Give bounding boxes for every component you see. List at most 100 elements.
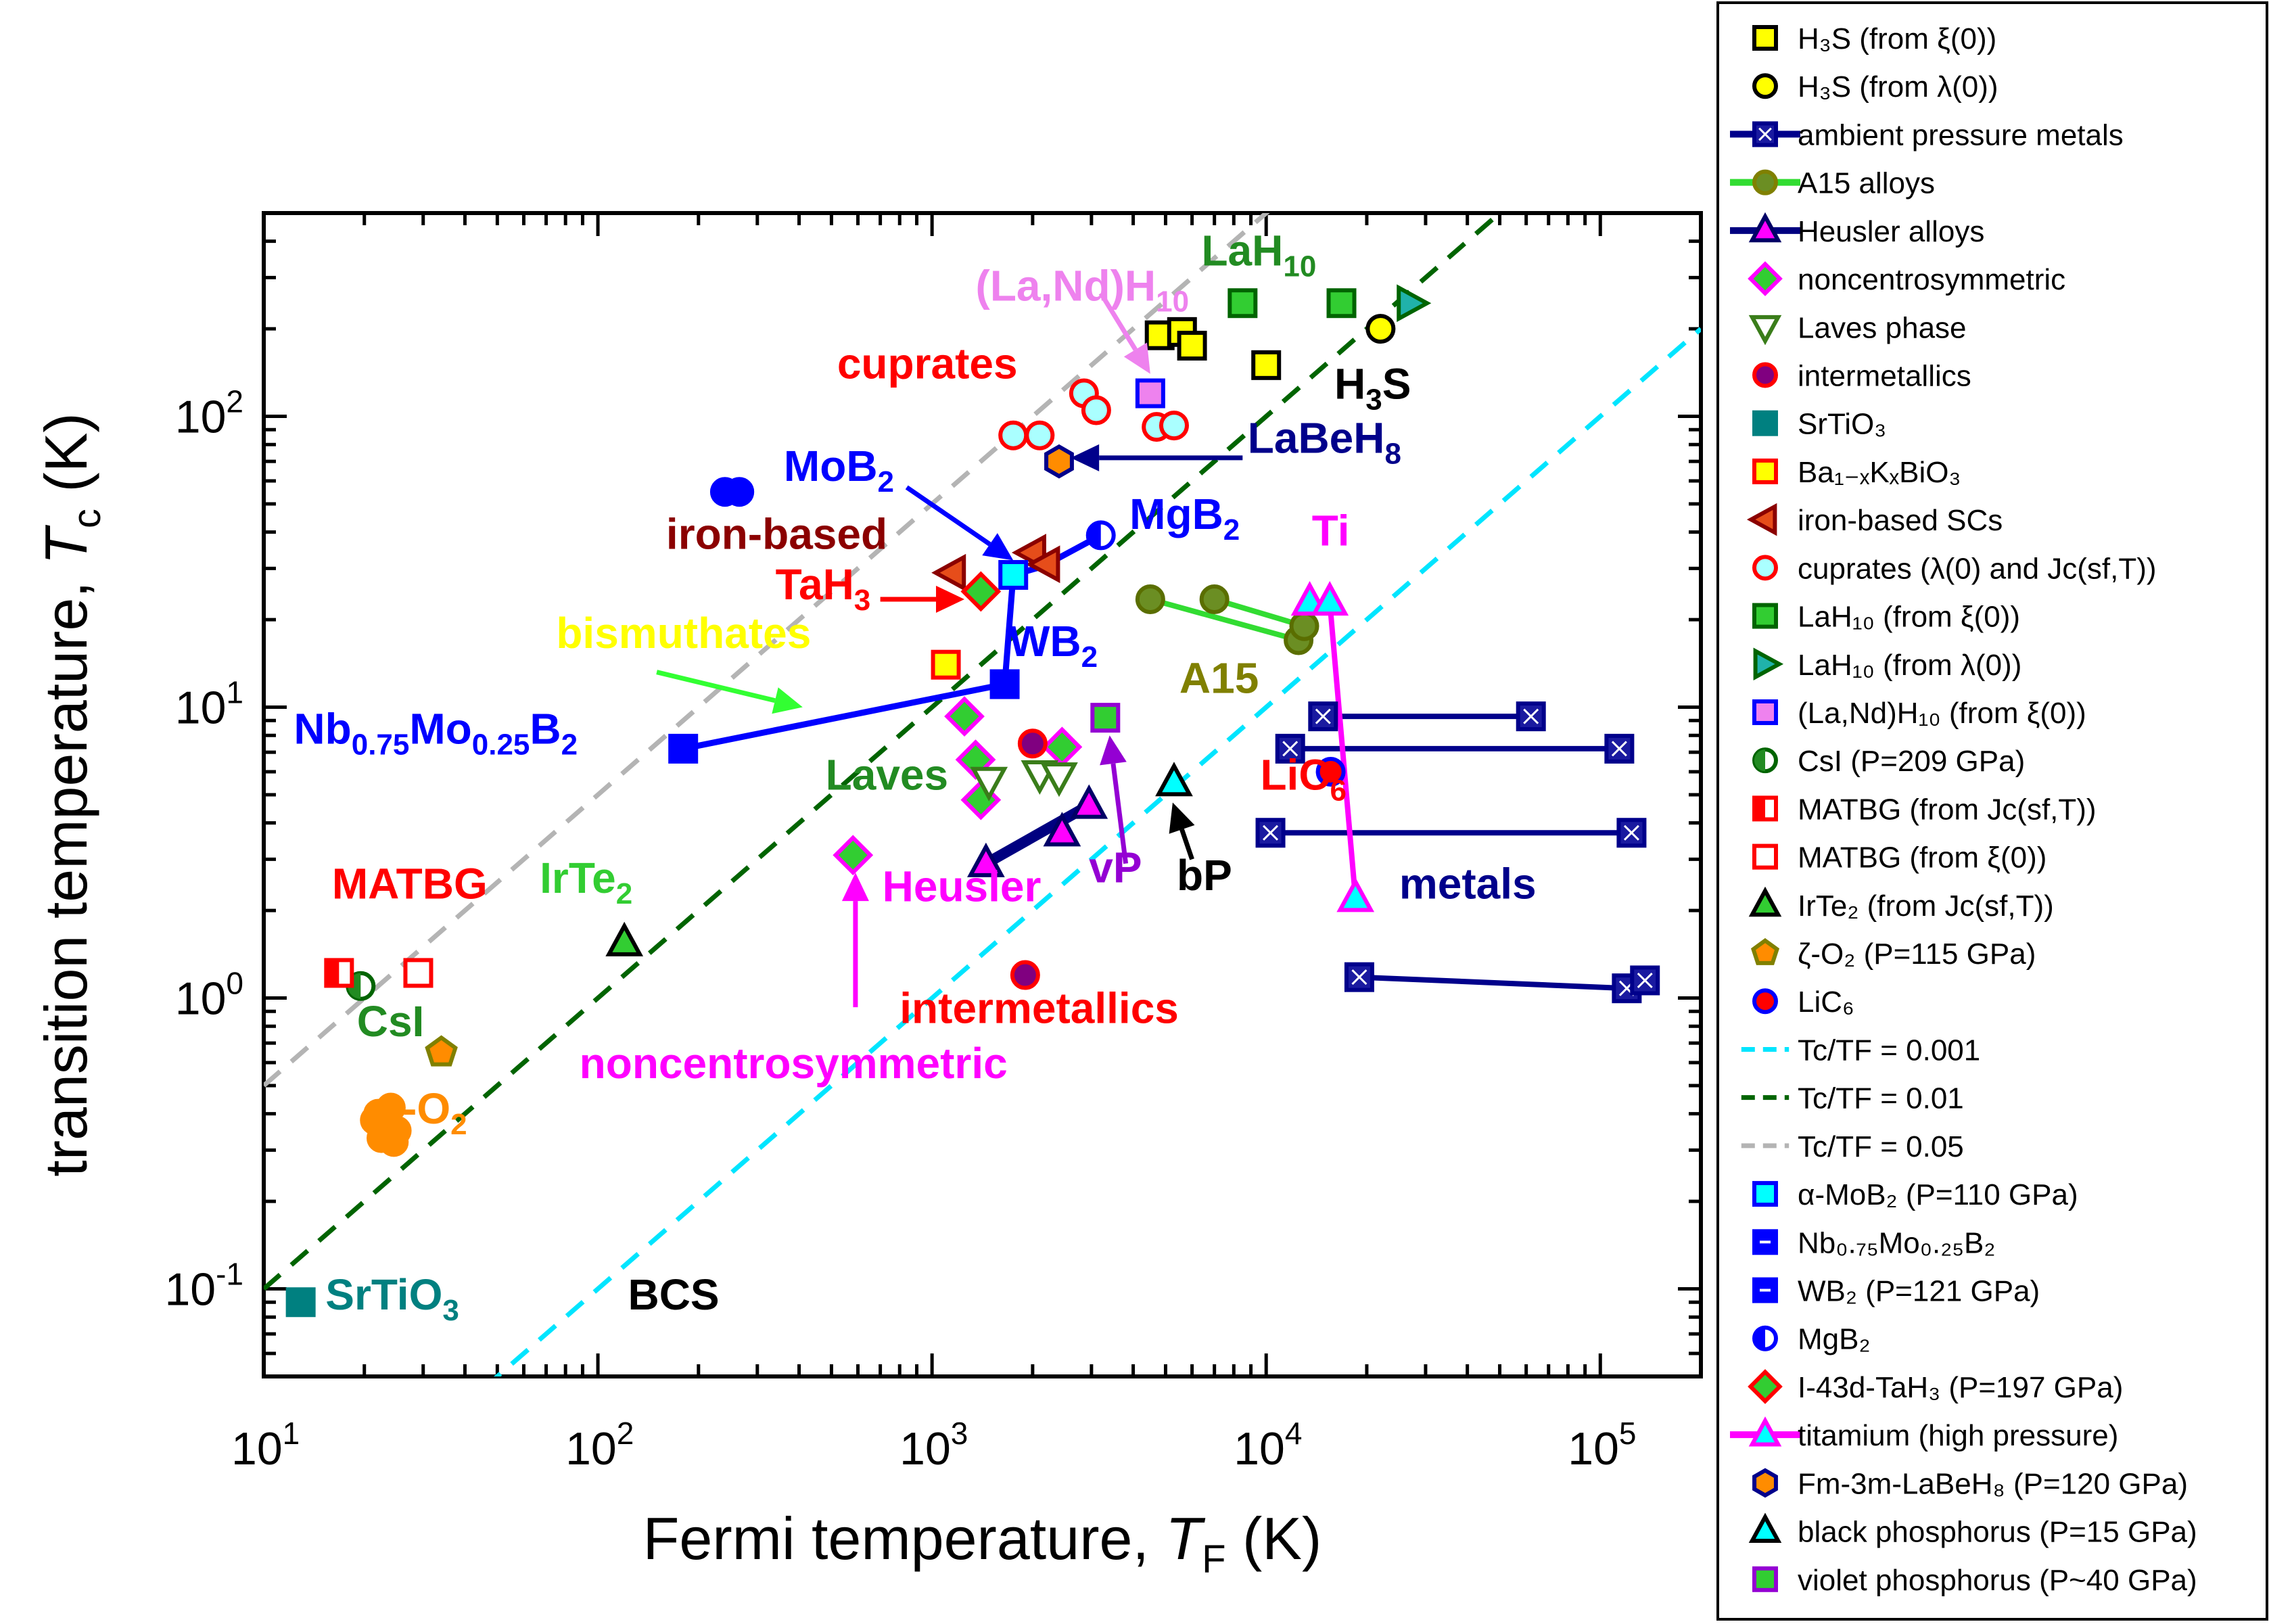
- data-point-2-0: [1308, 701, 1338, 732]
- annotation-label-10: bismuthates: [556, 609, 811, 657]
- legend-label-32: violet phosphorus (P~40 GPa): [1798, 1564, 2197, 1597]
- legend-label-26: WB₂ (P=121 GPa): [1798, 1275, 2040, 1308]
- y-axis-label: transition temperature, Tc (K): [32, 413, 109, 1176]
- legend-label-0: H₃S (from ξ(0)): [1798, 22, 1996, 55]
- annotation-label-2: cuprates: [837, 340, 1018, 388]
- data-point-11-0: [998, 420, 1029, 450]
- legend-label-15: CsI (P=209 GPa): [1798, 745, 2025, 778]
- x-tick-label: 105: [1568, 1416, 1636, 1475]
- data-point-4-2: [1043, 812, 1081, 847]
- data-point-21-0: [998, 559, 1029, 590]
- annotation-label-1: LaH10: [1201, 227, 1316, 283]
- legend-label-28: I-43d-TaH₃ (P=197 GPa): [1798, 1371, 2123, 1404]
- legend-label-6: Laves phase: [1798, 311, 1967, 344]
- legend-marker-32: [1752, 1566, 1778, 1592]
- data-point-11-5: [1159, 411, 1189, 441]
- data-point-27-0: [1044, 444, 1074, 479]
- data-point-11-1: [1025, 420, 1055, 450]
- legend-marker-26: [1752, 1277, 1778, 1303]
- annotation-label-0: (La,Nd)H10: [976, 261, 1190, 318]
- annotation-label-12: A15: [1179, 653, 1259, 702]
- data-point-6-0: [970, 766, 1008, 802]
- annotation-label-19: metals: [1399, 859, 1537, 908]
- data-point-2-6: [1344, 962, 1374, 992]
- series-line-4-0: [983, 800, 1092, 868]
- legend-label-8: SrTiO₃: [1798, 408, 1886, 441]
- data-point-7-1: [1010, 960, 1040, 990]
- legend-label-22: Tc/TF = 0.01: [1798, 1082, 1964, 1115]
- data-point-31-6: [360, 1105, 390, 1136]
- legend-label-4: Heusler alloys: [1798, 215, 1984, 248]
- data-point-31-5: [379, 1127, 409, 1157]
- annotation-label-4: LaBeH8: [1248, 413, 1401, 470]
- data-point-2-3: [1604, 733, 1635, 764]
- x-tick-label: 102: [565, 1416, 634, 1475]
- legend-marker-4: [1748, 212, 1782, 243]
- legend-label-1: H₃S (from λ(0)): [1798, 70, 1998, 103]
- annotation-label-11: WB2: [1009, 617, 1098, 674]
- legend-marker-1: [1752, 73, 1778, 99]
- annotation-arrow-2: [905, 485, 1014, 561]
- data-point-14-0: [1135, 378, 1165, 409]
- legend-marker-14: [1752, 699, 1778, 725]
- legend: H₃S (from ξ(0)) H₃S (from λ(0)) ambient pr…: [1716, 1, 2268, 1621]
- legend-label-3: A15 alloys: [1798, 167, 1935, 200]
- data-point-8-0: [285, 1287, 316, 1318]
- legend-marker-0: [1752, 25, 1778, 51]
- legend-marker-19: [1750, 937, 1780, 965]
- data-point-20-0: [1315, 756, 1346, 787]
- annotation-arrow-7: [841, 873, 869, 1008]
- legend-marker-8: [1752, 410, 1778, 436]
- legend-label-21: Tc/TF = 0.001: [1798, 1034, 1980, 1067]
- legend-marker-25: [1752, 1229, 1778, 1255]
- legend-label-9: Ba₁₋ₓKₓBiO₃: [1798, 456, 1961, 489]
- annotation-label-8: Ti: [1312, 506, 1350, 555]
- data-point-12-0: [1227, 288, 1258, 319]
- legend-label-10: iron-based SCs: [1798, 504, 2003, 537]
- data-point-3-0: [1135, 584, 1165, 614]
- annotation-label-3: H3S: [1334, 359, 1411, 416]
- y-tick-label: 102: [175, 384, 243, 443]
- legend-marker-15: [1752, 747, 1778, 774]
- legend-label-23: Tc/TF = 0.05: [1798, 1130, 1964, 1163]
- annotation-label-16: vP: [1089, 843, 1142, 891]
- legend-marker-6: [1748, 315, 1782, 346]
- annotation-arrow-1: [1071, 444, 1243, 471]
- data-point-11-3: [1081, 395, 1111, 425]
- data-point-17-0: [403, 958, 434, 988]
- legend-label-17: MATBG (from ξ(0)): [1798, 841, 2046, 875]
- reference-line-1: [264, 213, 1503, 1291]
- legend-marker-18: [1748, 886, 1782, 917]
- data-point-25-0: [960, 571, 1002, 612]
- data-point-23-0: [989, 669, 1020, 699]
- annotation-label-15: LiC6: [1260, 751, 1347, 808]
- annotation-label-24: intermetallics: [899, 984, 1179, 1033]
- data-point-13-0: [1397, 284, 1432, 323]
- annotation-label-9: TaH3: [776, 560, 871, 617]
- annotation-label-21: IrTe2: [540, 854, 632, 910]
- annotation-label-17: bP: [1177, 851, 1232, 900]
- legend-marker-31: [1748, 1512, 1782, 1543]
- annotation-arrow-6: [1169, 802, 1195, 860]
- legend-marker-17: [1752, 843, 1778, 870]
- data-point-0-2: [1177, 331, 1207, 361]
- data-point-10-2: [1025, 545, 1060, 584]
- annotation-label-13: Nb0.75Mo0.25B2: [294, 704, 578, 761]
- data-point-19-0: [425, 1035, 458, 1067]
- annotation-label-23: -O2: [402, 1084, 467, 1141]
- data-point-2-8: [1630, 965, 1660, 996]
- legend-label-11: cuprates (λ(0) and Jc(sf,T)): [1798, 552, 2157, 585]
- x-tick-label: 104: [1234, 1416, 1302, 1475]
- data-point-24-0: [1085, 520, 1116, 551]
- annotation-label-5: MoB2: [784, 442, 894, 498]
- legend-label-20: LiC₆: [1798, 985, 1854, 1019]
- legend-marker-9: [1752, 458, 1778, 484]
- legend-marker-5: [1748, 261, 1783, 296]
- legend-label-18: IrTe₂ (from Jc(sf,T)): [1798, 889, 2054, 923]
- data-point-7-0: [1017, 728, 1048, 759]
- legend-label-2: ambient pressure metals: [1798, 118, 2124, 152]
- reference-line-0: [494, 327, 1701, 1376]
- data-point-5-0: [833, 835, 874, 876]
